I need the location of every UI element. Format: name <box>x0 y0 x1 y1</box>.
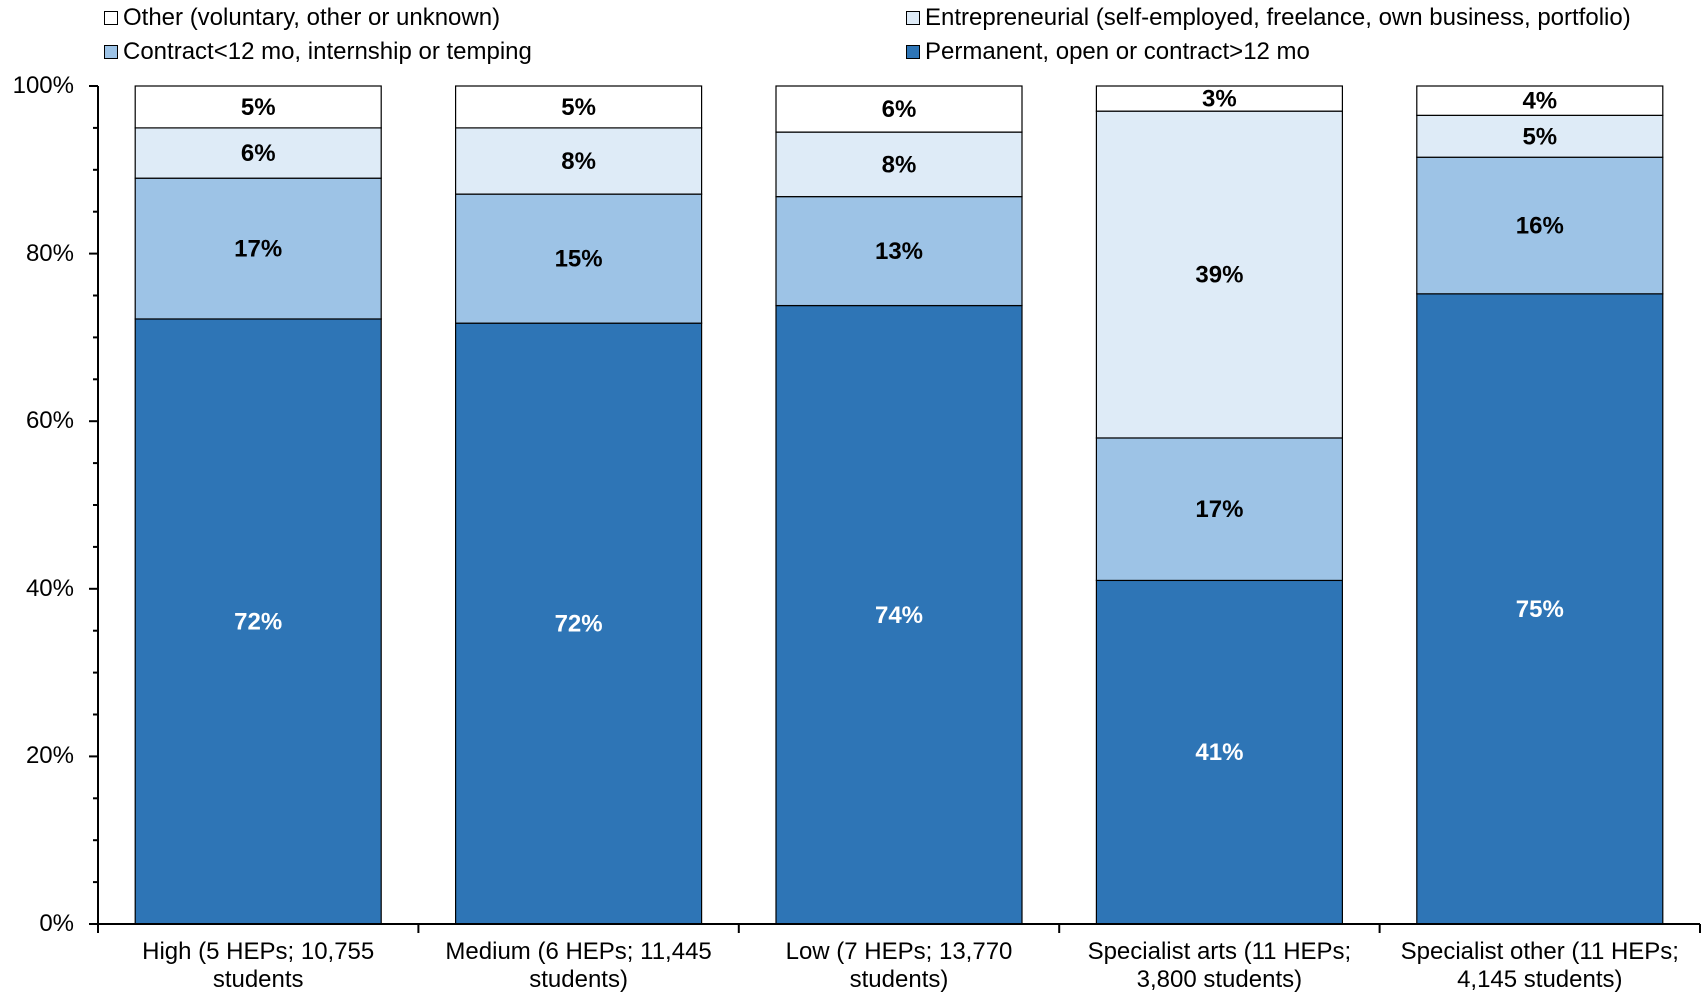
legend-label: Other (voluntary, other or unknown) <box>123 4 501 31</box>
data-label: 6% <box>241 140 276 167</box>
bar-segment-1-4 <box>1095 579 1344 925</box>
legend-item: Entrepreneurial (self-employed, freelanc… <box>906 4 1631 32</box>
x-category-label-line: High (5 HEPs; 10,755 <box>142 938 375 965</box>
legend-swatch <box>906 45 920 59</box>
x-category-label: Medium (6 HEPs; 11,445 students) <box>429 938 729 994</box>
data-label: 5% <box>1522 123 1557 150</box>
bar-segment-4-4 <box>1095 85 1344 112</box>
bar-segment-2-1 <box>134 177 382 320</box>
x-category-label-line: Medium (6 HEPs; 11,445 <box>445 938 712 965</box>
x-category-label-line: Specialist arts (11 HEPs; <box>1087 938 1352 965</box>
data-label: 5% <box>561 94 596 121</box>
bar-segment-1-2 <box>455 322 703 925</box>
x-category-label: Specialist arts (11 HEPs; 3,800 students) <box>1069 938 1369 994</box>
bar-segment-4-5 <box>1416 85 1664 116</box>
x-category-label: Specialist other (11 HEPs; 4,145 students… <box>1390 938 1690 994</box>
data-label: 16% <box>1516 213 1564 240</box>
data-label: 4% <box>1522 88 1557 115</box>
x-category-label-line: Specialist other (11 HEPs; <box>1400 938 1679 965</box>
data-label: 75% <box>1516 596 1564 623</box>
legend-swatch <box>104 11 118 25</box>
bar-segment-4-1 <box>134 85 382 129</box>
x-category-label-line: students) <box>849 966 949 993</box>
y-tick-label: 100% <box>12 72 74 99</box>
data-label: 17% <box>1195 496 1243 523</box>
bar-segment-3-5 <box>1416 114 1664 158</box>
legend-swatch <box>906 11 920 25</box>
x-category-label: High (5 HEPs; 10,755 students <box>108 938 408 994</box>
legend: Other (voluntary, other or unknown) Entre… <box>0 0 1708 80</box>
bar-segment-2-3 <box>775 196 1023 307</box>
y-tick-label: 20% <box>25 742 74 770</box>
data-label: 13% <box>875 238 923 265</box>
data-label: 6% <box>882 96 917 123</box>
data-label: 8% <box>882 151 917 178</box>
x-category-label-line: students) <box>529 966 628 993</box>
bar-segment-3-2 <box>455 127 703 195</box>
bar-segment-4-2 <box>455 85 703 129</box>
y-tick-label: 40% <box>25 574 74 602</box>
x-category-label-line: Low (7 HEPs; 13,770 <box>785 938 1013 965</box>
legend-item: Permanent, open or contract>12 mo <box>906 38 1310 66</box>
y-tick-label: 80% <box>25 239 74 267</box>
data-label: 15% <box>555 246 603 273</box>
data-label: 41% <box>1195 739 1243 766</box>
data-label: 3% <box>1202 86 1237 113</box>
bar-segment-1-1 <box>134 318 382 925</box>
legend-item: Contract<12 mo, internship or temping <box>104 38 532 66</box>
x-category-label-line: students <box>212 966 304 993</box>
data-label: 74% <box>875 602 923 629</box>
y-tick-label: 60% <box>25 407 74 435</box>
x-category-label: Low (7 HEPs; 13,770 students) <box>749 938 1049 994</box>
data-label: 5% <box>241 94 276 121</box>
bar-segment-3-4 <box>1095 110 1344 439</box>
data-label: 72% <box>234 608 282 635</box>
bar-segment-1-3 <box>775 304 1023 925</box>
bar-segment-2-5 <box>1416 156 1664 295</box>
x-category-label-line: 4,145 students) <box>1457 966 1623 993</box>
data-label: 17% <box>234 236 282 263</box>
legend-swatch <box>104 45 118 59</box>
legend-label: Contract<12 mo, internship or temping <box>123 38 532 65</box>
x-category-label-line: 3,800 students) <box>1136 966 1303 993</box>
legend-item: Other (voluntary, other or unknown) <box>104 4 500 32</box>
data-label: 8% <box>561 148 596 175</box>
y-tick-label: 0% <box>39 910 74 937</box>
legend-label: Entrepreneurial (self-employed, freelanc… <box>925 4 1631 31</box>
data-label: 39% <box>1195 262 1243 289</box>
data-label: 72% <box>555 611 603 638</box>
bar-segment-1-5 <box>1416 293 1664 925</box>
bar-segment-4-3 <box>775 85 1023 133</box>
legend-label: Permanent, open or contract>12 mo <box>925 38 1310 65</box>
bar-segment-2-2 <box>455 193 703 324</box>
bar-segment-2-4 <box>1095 437 1344 582</box>
